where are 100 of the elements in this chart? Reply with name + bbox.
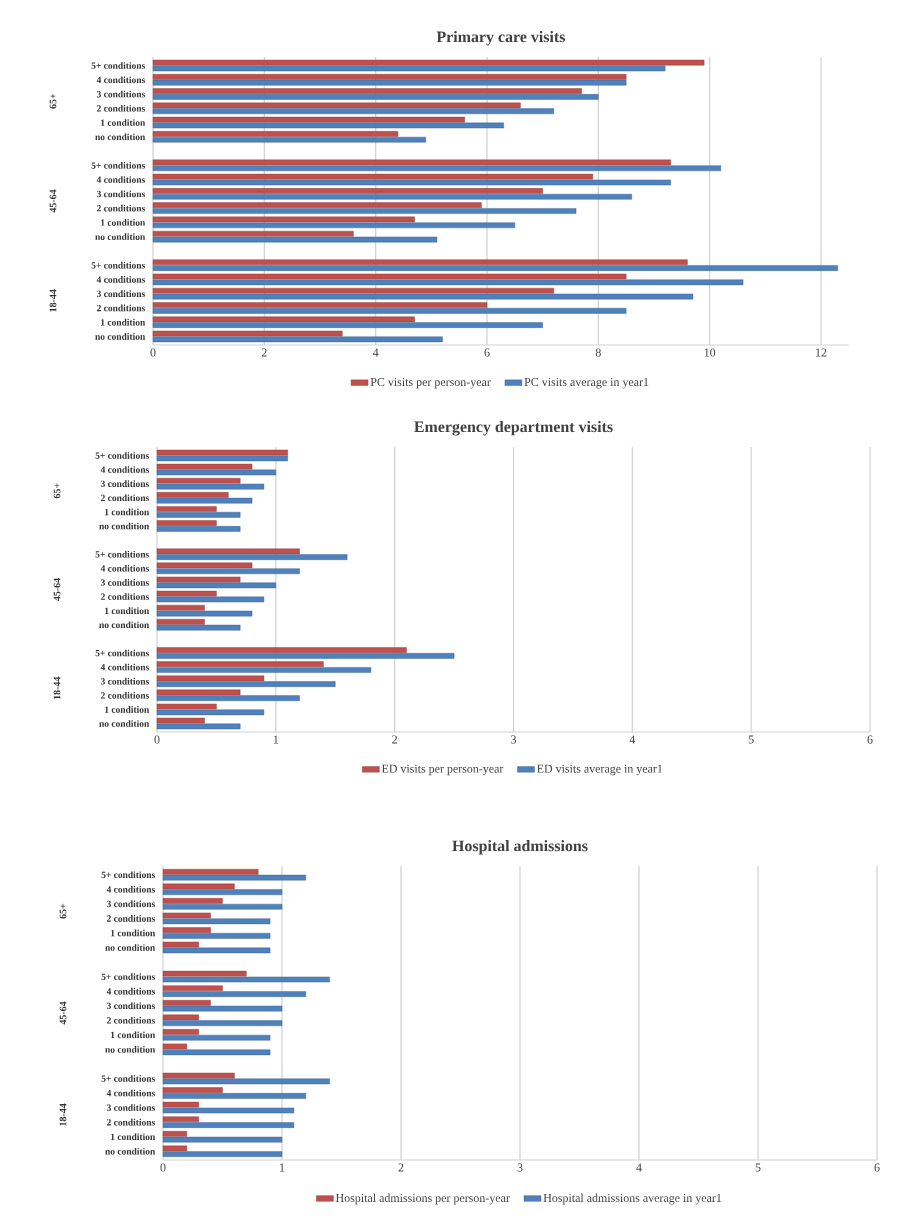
bar xyxy=(152,322,543,328)
y-tick-label: 5+ conditions xyxy=(91,261,145,269)
y-tick-label: 1 condition xyxy=(105,706,150,713)
bar xyxy=(162,1014,199,1021)
bar xyxy=(156,483,265,490)
y-tick-label: 2 conditions xyxy=(106,1118,155,1126)
bar xyxy=(162,1151,283,1157)
bar xyxy=(156,511,241,518)
legend-label: PC visits per person-year xyxy=(370,377,491,389)
bar xyxy=(152,308,627,314)
x-tick-label: 0 xyxy=(154,735,160,744)
x-tick-label: 4 xyxy=(629,735,636,744)
bar xyxy=(152,159,671,166)
x-tick-label: 2 xyxy=(392,735,397,744)
bar xyxy=(162,947,271,954)
text: 65+ xyxy=(59,903,67,919)
bar xyxy=(162,889,283,895)
x-tick-label: 5 xyxy=(755,1163,761,1172)
chart-title: Primary care visits xyxy=(436,30,566,46)
y-tick-label: 2 conditions xyxy=(96,204,145,212)
y-tick-label: no condition xyxy=(95,133,146,141)
y-tick-label: 3 conditions xyxy=(96,190,145,198)
bar xyxy=(156,653,455,659)
bar xyxy=(156,455,288,462)
bar xyxy=(156,568,300,575)
bar xyxy=(156,619,205,625)
y-tick-label: 4 conditions xyxy=(106,987,155,995)
y-tick-label: 5+ conditions xyxy=(101,973,155,980)
x-tick-label: 3 xyxy=(511,735,517,744)
bar xyxy=(162,912,211,919)
y-tick-label: no condition xyxy=(99,522,150,530)
bar xyxy=(156,709,265,716)
y-tick-label: 3 conditions xyxy=(100,579,149,586)
bar xyxy=(156,689,241,696)
x-tick-label: 2 xyxy=(398,1163,404,1172)
bar xyxy=(162,1116,199,1123)
bar xyxy=(162,883,235,890)
bar xyxy=(152,259,688,266)
bar xyxy=(162,1107,295,1114)
y-tick-label: no condition xyxy=(95,333,146,340)
bar xyxy=(156,548,300,555)
x-tick-label: 0 xyxy=(150,348,156,357)
y-tick-label: no condition xyxy=(105,944,156,951)
bar xyxy=(156,497,253,504)
y-tick-label: 5+ conditions xyxy=(101,871,155,879)
y-tick-label: 3 conditions xyxy=(106,1002,155,1010)
y-tick-label: 2 conditions xyxy=(96,104,145,112)
legend-label: Hospital admissions per person-year xyxy=(335,1193,510,1205)
bar xyxy=(162,1093,306,1099)
y-tick-label: 4 conditions xyxy=(106,885,155,893)
bar xyxy=(152,316,415,323)
bar xyxy=(156,717,205,724)
y-tick-label: 2 conditions xyxy=(106,915,155,922)
bar xyxy=(162,1087,223,1093)
y-tick-label: 4 conditions xyxy=(100,663,149,671)
bar xyxy=(156,590,217,597)
bar xyxy=(152,265,838,271)
y-tick-label: 1 condition xyxy=(111,1031,156,1039)
legend-label: ED visits per person-year xyxy=(381,764,504,776)
y-tick-label: 1 condition xyxy=(111,1133,156,1141)
bar xyxy=(152,336,443,343)
text: 45-64 xyxy=(59,1001,67,1025)
y-tick-label: 5+ conditions xyxy=(101,1075,155,1082)
y-tick-label: 5+ conditions xyxy=(95,649,149,657)
y-tick-label: no condition xyxy=(99,720,150,727)
bar xyxy=(152,273,627,280)
x-tick-label: 1 xyxy=(280,1163,285,1172)
y-tick-label: 3 conditions xyxy=(106,900,155,908)
bar xyxy=(162,1101,199,1108)
bar xyxy=(156,492,229,498)
text: 65+ xyxy=(53,483,61,499)
bar xyxy=(156,562,253,569)
y-tick-label: 4 conditions xyxy=(96,76,145,84)
y-tick-label: 3 conditions xyxy=(96,290,145,297)
bar xyxy=(156,526,241,532)
y-tick-label: 2 conditions xyxy=(100,593,149,600)
bar xyxy=(162,991,306,997)
text: 18-44 xyxy=(49,289,57,312)
bar xyxy=(156,596,265,603)
x-tick-label: 4 xyxy=(636,1163,642,1172)
bar xyxy=(162,1145,187,1152)
x-tick-label: 6 xyxy=(484,348,490,357)
y-tick-label: 4 conditions xyxy=(100,565,149,572)
bar xyxy=(156,695,300,702)
bar xyxy=(162,941,199,948)
bar xyxy=(162,970,247,977)
y-tick-label: 3 conditions xyxy=(106,1104,155,1111)
bar xyxy=(156,610,253,617)
bar xyxy=(156,449,288,456)
bar xyxy=(152,131,399,137)
bar xyxy=(152,79,627,86)
y-tick-label: 2 conditions xyxy=(100,691,149,699)
bar xyxy=(152,208,577,214)
bar xyxy=(162,903,283,910)
y-tick-label: 4 conditions xyxy=(96,176,145,183)
y-tick-label: 3 conditions xyxy=(100,480,149,487)
bar xyxy=(156,604,205,611)
y-tick-label: 5+ conditions xyxy=(91,162,145,169)
x-tick-label: 4 xyxy=(372,348,379,357)
bar xyxy=(152,293,694,300)
